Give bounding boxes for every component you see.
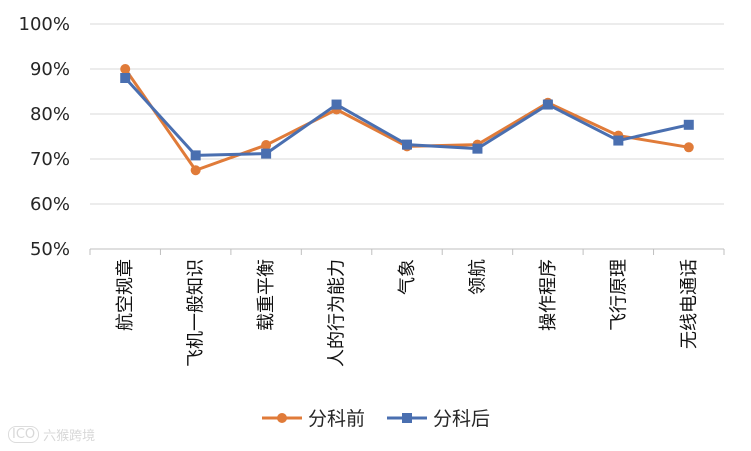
y-tick-label: 100% bbox=[19, 14, 70, 35]
data-point bbox=[120, 73, 131, 83]
x-category-label: 载重平衡 bbox=[256, 259, 277, 331]
y-tick-label: 60% bbox=[30, 194, 70, 215]
y-tick-label: 70% bbox=[30, 149, 70, 170]
data-point bbox=[331, 99, 342, 110]
data-point bbox=[190, 165, 201, 176]
x-category-label: 航空规章 bbox=[115, 259, 136, 331]
x-category-label: 气象 bbox=[397, 259, 418, 295]
x-category-label: 人的行为能力 bbox=[327, 259, 348, 367]
legend-marker bbox=[277, 413, 287, 423]
x-axis: 航空规章 飞机一般知识 载重平衡 人的行为能力 气象 领航 操作程序 飞行原理 无线电通话 bbox=[89, 249, 725, 367]
x-category-label: 飞行原理 bbox=[608, 259, 629, 331]
data-point bbox=[261, 148, 272, 159]
x-category-label: 领航 bbox=[467, 259, 488, 295]
watermark-text: 六猴跨境 bbox=[43, 429, 96, 444]
data-point bbox=[190, 150, 201, 161]
data-point bbox=[683, 142, 694, 153]
legend-label: 分科后 bbox=[433, 408, 490, 430]
watermark-logo: ICO bbox=[8, 426, 40, 443]
data-point bbox=[542, 99, 553, 110]
data-point bbox=[402, 139, 412, 150]
watermark: ICO 六猴跨境 bbox=[8, 425, 95, 444]
x-category-label: 操作程序 bbox=[538, 259, 559, 331]
y-axis-ticks: 50% 60% 70% 80% 90% 100% bbox=[19, 14, 70, 260]
y-tick-label: 50% bbox=[30, 239, 70, 260]
legend-marker bbox=[402, 413, 412, 423]
data-point bbox=[472, 143, 483, 154]
x-category-label: 无线电通话 bbox=[679, 259, 700, 349]
y-tick-label: 90% bbox=[30, 59, 70, 80]
data-point bbox=[613, 135, 624, 146]
y-tick-label: 80% bbox=[30, 104, 70, 125]
data-point bbox=[120, 64, 131, 74]
legend-label: 分科前 bbox=[308, 408, 365, 430]
data-point bbox=[261, 140, 272, 151]
legend: 分科前 分科后 bbox=[262, 408, 490, 430]
series-layer bbox=[120, 64, 694, 176]
x-category-label: 飞机一般知识 bbox=[186, 259, 207, 367]
data-point bbox=[683, 119, 694, 130]
